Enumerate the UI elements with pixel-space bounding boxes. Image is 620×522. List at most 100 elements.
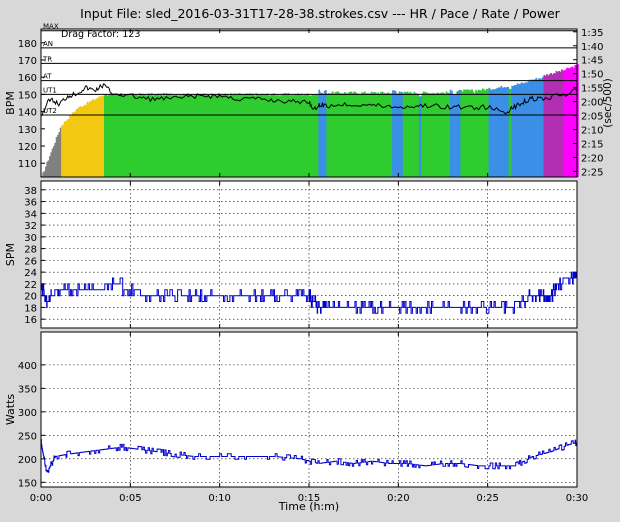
hr-bar <box>443 92 445 177</box>
hr-bar <box>500 85 503 177</box>
hr-bar <box>41 175 43 177</box>
hr-bar <box>102 95 105 177</box>
hr-bar <box>492 88 495 177</box>
hr-bar <box>248 93 251 177</box>
hr-zone-label-ut1: UT1 <box>43 86 57 94</box>
hr-bar <box>201 94 204 177</box>
hr-bar <box>130 93 133 177</box>
hr-bar <box>489 89 492 177</box>
hr-bar <box>572 67 575 177</box>
hr-bar <box>484 90 487 177</box>
hr-bar <box>414 93 417 177</box>
hr-bar <box>193 94 196 177</box>
rate-y-tick-label: 24 <box>24 268 37 279</box>
hr-bar <box>260 93 263 177</box>
hr-bar <box>170 95 173 177</box>
rate-y-tick-label: 32 <box>24 221 37 232</box>
hr-bar <box>156 94 158 177</box>
hr-bar <box>445 91 448 177</box>
hr-bar <box>451 90 453 177</box>
hr-bar <box>138 93 141 177</box>
hr-bar <box>161 95 164 177</box>
hr-bar <box>365 93 368 177</box>
hr-bar <box>196 93 199 177</box>
hr-bar <box>74 111 77 177</box>
hr-y-tick-label: 180 <box>18 39 37 50</box>
hr-bar <box>496 87 499 177</box>
hr-bar <box>550 73 552 177</box>
hr-bar <box>172 94 175 177</box>
rate-y-tick-label: 20 <box>24 292 37 303</box>
hr-bar <box>539 78 542 177</box>
hr-bar <box>390 93 393 177</box>
hr-bar <box>183 93 185 177</box>
hr-bar <box>57 135 59 177</box>
hr-bar <box>133 94 136 177</box>
hr-bar <box>258 94 260 177</box>
hr-bar <box>475 89 477 177</box>
hr-bar <box>518 84 520 177</box>
hr-bar <box>240 94 243 177</box>
hr-bar <box>304 94 307 177</box>
hr-bar <box>511 85 514 177</box>
hr-bar <box>377 92 380 177</box>
hr-bar <box>106 95 109 177</box>
hr-bar <box>298 94 301 177</box>
hr-bar <box>535 77 538 177</box>
hr-bar <box>394 91 397 177</box>
hr-bar <box>279 95 282 177</box>
hr-bar <box>129 95 132 177</box>
hr-bar <box>526 82 528 177</box>
hr-bar <box>479 90 481 177</box>
hr-bar <box>66 119 69 177</box>
hr-bar <box>148 93 150 177</box>
hr-bar <box>359 93 362 177</box>
hr-bar <box>75 108 78 177</box>
hr-bar <box>250 94 252 177</box>
hr-bar <box>351 93 354 177</box>
hr-bar <box>169 93 172 177</box>
hr-bar <box>384 93 386 177</box>
hr-bar <box>471 89 473 177</box>
hr-bar <box>468 89 471 177</box>
hr-bar <box>175 95 177 177</box>
hr-bar <box>543 74 546 177</box>
hr-bar <box>440 92 443 177</box>
hr-bar <box>366 93 369 177</box>
hr-bar <box>558 70 560 177</box>
hr-bar <box>220 94 223 177</box>
hr-bar <box>381 91 384 177</box>
hr-bar <box>49 156 51 177</box>
hr-bar <box>562 70 564 177</box>
hr-bar <box>93 100 95 177</box>
hr-bar <box>227 94 229 177</box>
hr-bar <box>62 124 65 177</box>
hr-bar <box>567 67 570 177</box>
hr-bar <box>555 70 558 177</box>
hr-zone-label-an: AN <box>43 40 53 48</box>
hr-bar <box>272 93 275 177</box>
hr-bar <box>267 93 270 177</box>
hr-zone-label-tr: TR <box>42 55 52 63</box>
hr-bar <box>128 93 130 177</box>
rate-y-tick-label: 30 <box>24 233 37 244</box>
power-x-tick-label: 0:05 <box>119 493 141 504</box>
hr-bar <box>515 85 518 177</box>
hr-bar <box>350 91 353 177</box>
hr-bar <box>63 121 66 177</box>
hr-bar <box>158 95 161 177</box>
x-axis-label: Time (h:m) <box>278 500 339 513</box>
power-y-tick-label: 250 <box>18 431 37 442</box>
hr-bar <box>109 93 112 177</box>
hr-bar <box>339 93 342 177</box>
hr-bar <box>385 93 388 177</box>
hr-y-tick-label: 140 <box>18 108 37 119</box>
hr-bar <box>331 91 334 177</box>
hr-bar <box>564 69 567 177</box>
power-x-tick-label: 0:25 <box>476 493 498 504</box>
hr-bar <box>345 92 347 177</box>
hr-bar <box>142 94 145 177</box>
hr-bar <box>271 94 274 177</box>
hr-bar <box>574 64 577 177</box>
hr-bar <box>347 92 350 177</box>
